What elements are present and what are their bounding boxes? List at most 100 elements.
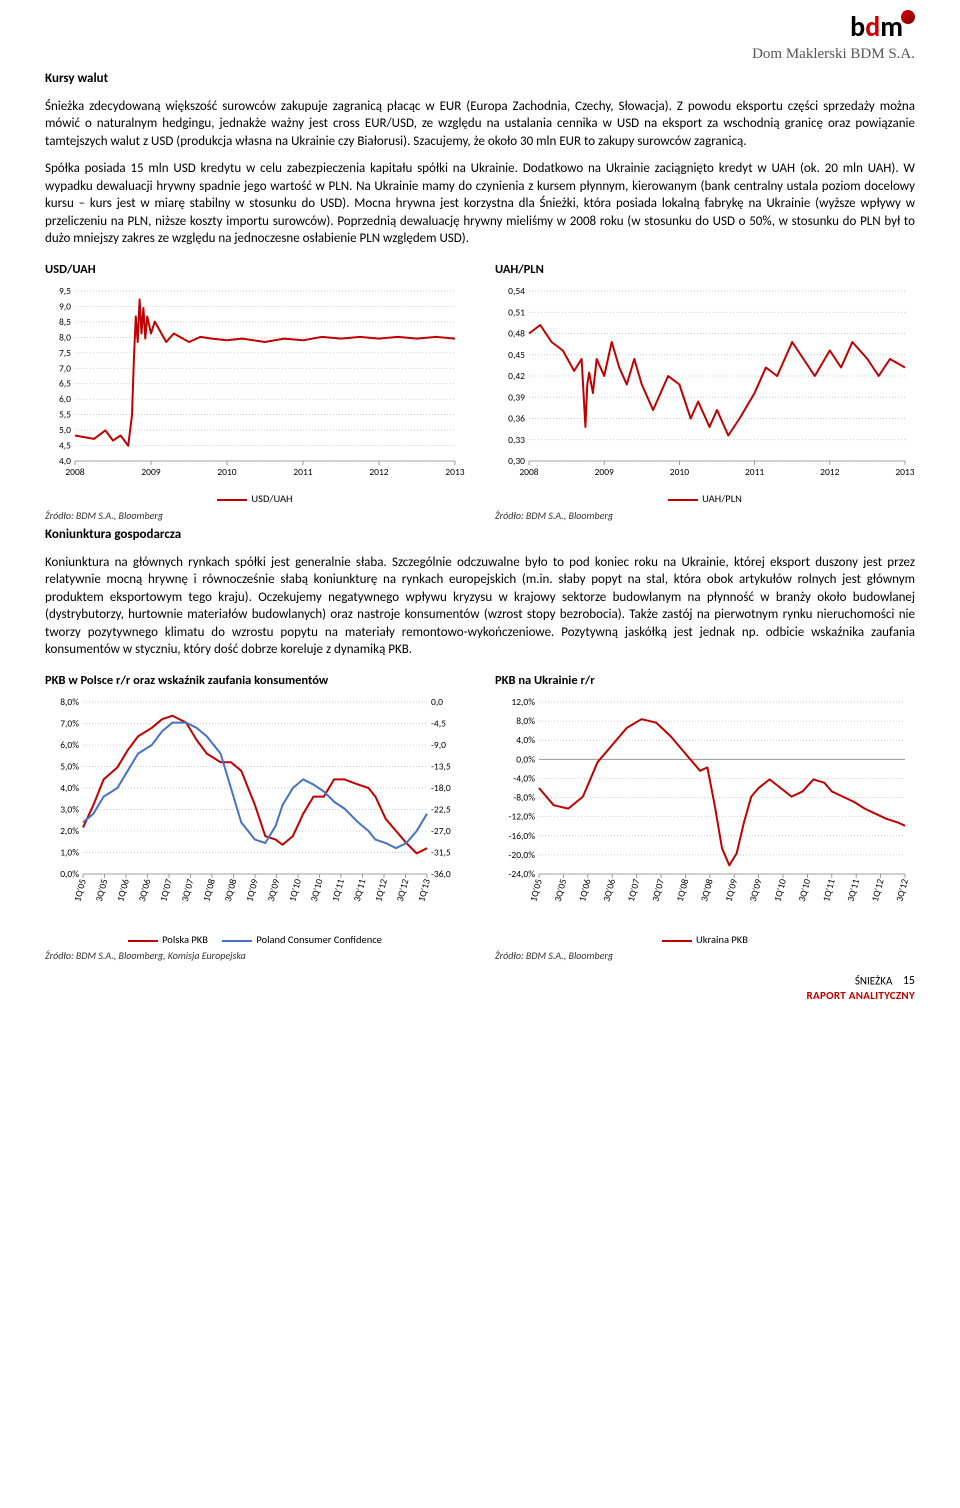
chart-title-uahpln: UAH/PLN xyxy=(495,262,915,279)
svg-text:3Q'05: 3Q'05 xyxy=(93,877,111,902)
svg-text:-16,0%: -16,0% xyxy=(508,829,535,841)
svg-text:5,5: 5,5 xyxy=(59,408,71,420)
svg-text:-12,0%: -12,0% xyxy=(508,810,535,822)
svg-text:9,5: 9,5 xyxy=(59,285,71,297)
svg-text:7,0%: 7,0% xyxy=(60,717,79,729)
svg-text:3Q'10: 3Q'10 xyxy=(796,877,814,902)
charts-row-fx: USD/UAH 9,59,08,58,07,57,06,56,05,55,04,… xyxy=(45,262,915,522)
svg-text:2009: 2009 xyxy=(595,466,614,478)
page-footer: ŚNIEŻKA 15 RAPORT ANALITYCZNY xyxy=(45,973,915,1004)
svg-text:-13,5: -13,5 xyxy=(431,760,451,772)
svg-text:1Q'05: 1Q'05 xyxy=(527,877,545,902)
svg-text:0,54: 0,54 xyxy=(508,285,525,297)
svg-text:3Q'09: 3Q'09 xyxy=(265,877,283,902)
svg-text:2011: 2011 xyxy=(745,466,764,478)
legend-label-usduah: USD/UAH xyxy=(251,492,292,505)
svg-text:7,5: 7,5 xyxy=(59,347,71,359)
svg-text:2008: 2008 xyxy=(519,466,538,478)
para-kursy-1: Śnieżka zdecydowaną większość surowców z… xyxy=(45,98,915,151)
svg-text:5,0: 5,0 xyxy=(59,424,71,436)
svg-text:0,51: 0,51 xyxy=(508,306,525,318)
section-title-koniunktura: Koniunktura gospodarcza xyxy=(45,526,915,544)
svg-text:1Q'09: 1Q'09 xyxy=(723,877,741,902)
svg-text:3Q'09: 3Q'09 xyxy=(747,877,765,902)
svg-text:3Q'08: 3Q'08 xyxy=(222,877,240,902)
svg-text:9,0: 9,0 xyxy=(59,300,71,312)
svg-text:-31,5: -31,5 xyxy=(431,846,451,858)
svg-text:3Q'11: 3Q'11 xyxy=(351,877,369,902)
svg-text:3Q'07: 3Q'07 xyxy=(179,877,197,902)
svg-text:3Q'05: 3Q'05 xyxy=(552,877,570,902)
logo-subtitle: Dom Maklerski BDM S.A. xyxy=(752,44,915,64)
legend-label-consumer-conf: Poland Consumer Confidence xyxy=(256,933,382,946)
legend-label-uahpln: UAH/PLN xyxy=(702,492,742,505)
charts-row-pkb: PKB w Polsce r/r oraz wskaźnik zaufania … xyxy=(45,673,915,963)
source-pkbpl: Źródło: BDM S.A., Bloomberg, Komisja Eur… xyxy=(45,949,465,963)
svg-text:2013: 2013 xyxy=(895,466,914,478)
svg-text:6,0: 6,0 xyxy=(59,393,71,405)
svg-text:-20,0%: -20,0% xyxy=(508,849,535,861)
legend-pkbpl: Polska PKB Poland Consumer Confidence xyxy=(45,933,465,947)
section-title-kursy: Kursy walut xyxy=(45,70,915,88)
footer-company: ŚNIEŻKA xyxy=(855,974,892,987)
svg-text:6,0%: 6,0% xyxy=(60,739,79,751)
svg-text:3Q'07: 3Q'07 xyxy=(649,877,667,902)
svg-text:4,5: 4,5 xyxy=(59,439,71,451)
chart-title-usduah: USD/UAH xyxy=(45,262,465,279)
svg-text:2010: 2010 xyxy=(217,466,236,478)
legend-label-polska-pkb: Polska PKB xyxy=(162,933,208,946)
brand-logo: bdm Dom Maklerski BDM S.A. xyxy=(752,8,915,64)
svg-text:3Q'08: 3Q'08 xyxy=(698,877,716,902)
para-koniunktura: Koniunktura na głównych rynkach spółki j… xyxy=(45,554,915,659)
svg-text:1Q'06: 1Q'06 xyxy=(576,877,594,902)
svg-text:0,0: 0,0 xyxy=(431,696,443,708)
svg-text:2011: 2011 xyxy=(293,466,312,478)
svg-text:2009: 2009 xyxy=(141,466,160,478)
chart-title-pkbpl: PKB w Polsce r/r oraz wskaźnik zaufania … xyxy=(45,673,465,690)
svg-text:3Q'06: 3Q'06 xyxy=(601,877,619,902)
svg-text:6,5: 6,5 xyxy=(59,378,71,390)
svg-text:3Q'06: 3Q'06 xyxy=(136,877,154,902)
svg-text:1Q'11: 1Q'11 xyxy=(820,877,838,902)
svg-text:8,0%: 8,0% xyxy=(516,715,535,727)
svg-text:-24,0%: -24,0% xyxy=(508,868,535,880)
svg-text:2008: 2008 xyxy=(65,466,84,478)
svg-text:8,5: 8,5 xyxy=(59,316,71,328)
svg-text:8,0%: 8,0% xyxy=(60,696,79,708)
chart-pkbpl: 8,0%7,0%6,0%5,0%4,0%3,0%2,0%1,0%0,0%0,0-… xyxy=(45,694,465,924)
svg-text:4,0%: 4,0% xyxy=(516,734,535,746)
svg-text:-8,0%: -8,0% xyxy=(513,791,535,803)
svg-text:-4,5: -4,5 xyxy=(431,717,446,729)
svg-text:0,33: 0,33 xyxy=(508,434,525,446)
svg-text:0,39: 0,39 xyxy=(508,391,525,403)
svg-text:12,0%: 12,0% xyxy=(511,696,535,708)
svg-text:1Q'13: 1Q'13 xyxy=(415,877,433,902)
svg-text:3Q'10: 3Q'10 xyxy=(308,877,326,902)
svg-text:1Q'12: 1Q'12 xyxy=(372,877,390,902)
svg-text:-9,0: -9,0 xyxy=(431,739,446,751)
svg-text:0,42: 0,42 xyxy=(508,370,525,382)
svg-text:1Q'12: 1Q'12 xyxy=(869,877,887,902)
svg-text:1Q'10: 1Q'10 xyxy=(771,877,789,902)
svg-text:3Q'12: 3Q'12 xyxy=(394,877,412,902)
svg-text:1Q'06: 1Q'06 xyxy=(114,877,132,902)
svg-text:-27,0: -27,0 xyxy=(431,825,451,837)
svg-text:1Q'08: 1Q'08 xyxy=(674,877,692,902)
svg-text:2,0%: 2,0% xyxy=(60,825,79,837)
svg-text:0,45: 0,45 xyxy=(508,349,525,361)
svg-text:0,48: 0,48 xyxy=(508,327,525,339)
svg-text:1Q'09: 1Q'09 xyxy=(243,877,261,902)
svg-text:2010: 2010 xyxy=(670,466,689,478)
svg-text:4,0%: 4,0% xyxy=(60,782,79,794)
svg-text:3Q'11: 3Q'11 xyxy=(845,877,863,902)
svg-text:1Q'10: 1Q'10 xyxy=(286,877,304,902)
svg-text:3Q'12: 3Q'12 xyxy=(893,877,911,902)
chart-pkbua: 12,0%8,0%4,0%0,0%-4,0%-8,0%-12,0%-16,0%-… xyxy=(495,694,915,924)
svg-text:5,0%: 5,0% xyxy=(60,760,79,772)
page-number: 15 xyxy=(903,973,915,989)
svg-text:-18,0: -18,0 xyxy=(431,782,451,794)
svg-text:3,0%: 3,0% xyxy=(60,803,79,815)
footer-report-type: RAPORT ANALITYCZNY xyxy=(806,989,915,1002)
chart-title-pkbua: PKB na Ukrainie r/r xyxy=(495,673,915,690)
svg-text:7,0: 7,0 xyxy=(59,362,71,374)
